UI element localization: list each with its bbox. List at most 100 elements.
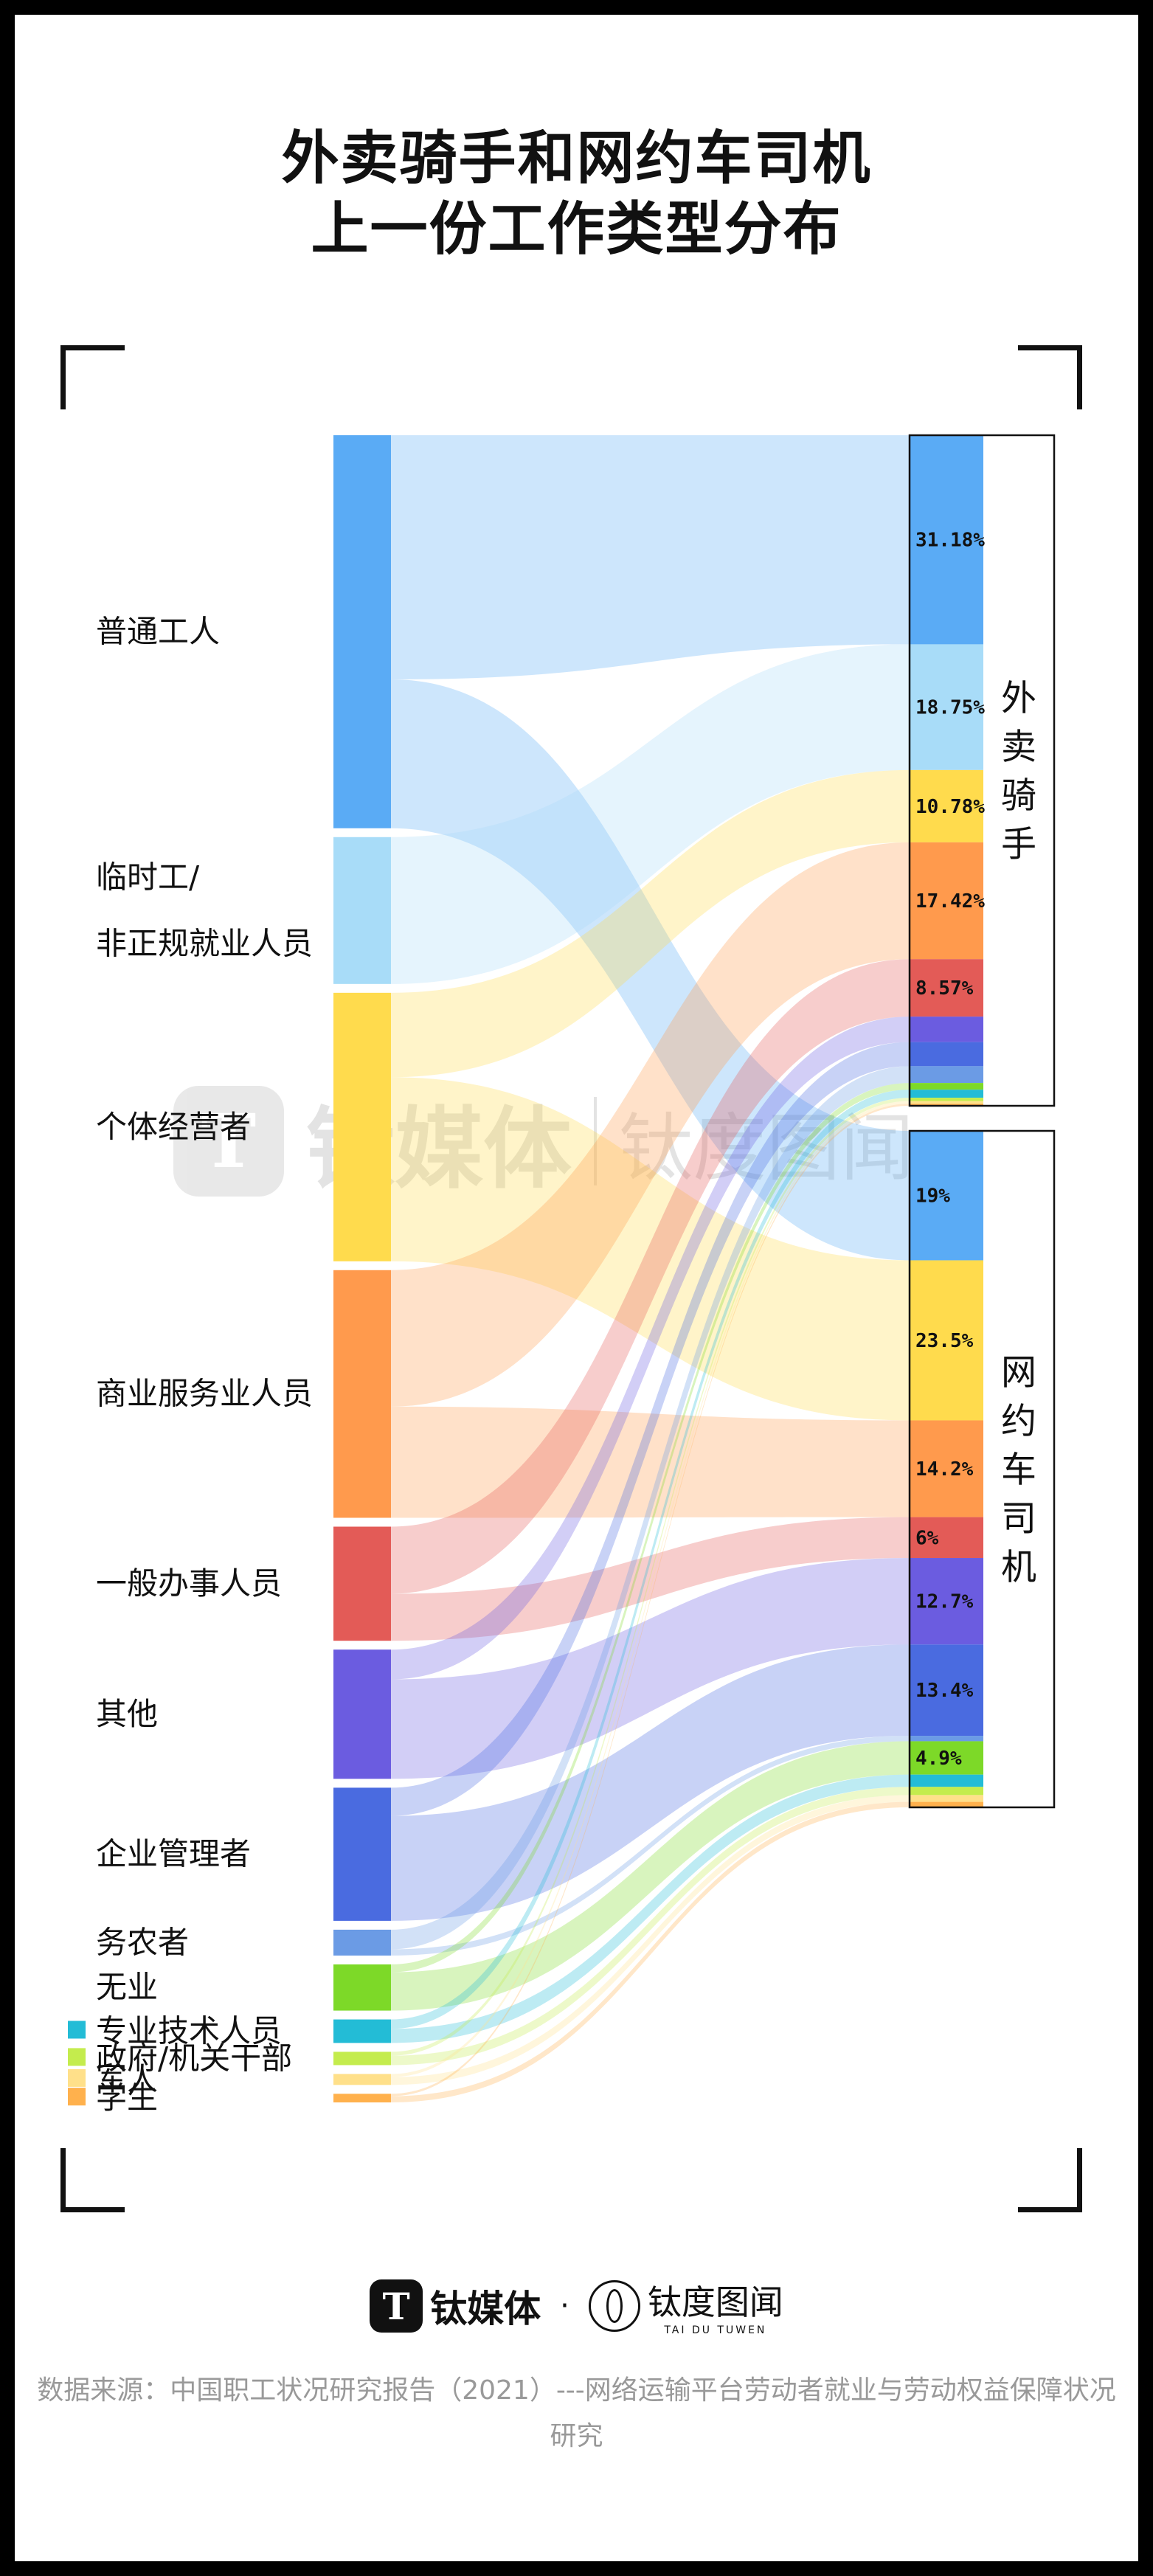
watermark-logo-icon: T bbox=[173, 1086, 284, 1197]
source-label-政府-机关干部: 政府/机关干部 bbox=[96, 2040, 292, 2076]
flow-军人-to-网约车司机 bbox=[391, 1795, 910, 2085]
source-bar-政府-机关干部 bbox=[333, 2052, 391, 2066]
source-bar-军人 bbox=[333, 2074, 391, 2085]
flow-个体经营者-to-外卖骑手 bbox=[391, 769, 910, 1078]
flow-其他-to-网约车司机 bbox=[391, 1558, 910, 1779]
target-segment-外卖骑手-个体经营者 bbox=[910, 769, 983, 842]
data-label-网约车司机-商业服务业人员: 14.2% bbox=[915, 1458, 974, 1481]
flow-个体经营者-to-网约车司机 bbox=[391, 1077, 910, 1421]
flows bbox=[391, 435, 910, 2102]
source-label-专业技术人员: 专业技术人员 bbox=[96, 2012, 282, 2049]
target-name-外卖骑手-char-2: 骑 bbox=[1001, 775, 1036, 817]
data-label-网约车司机-普通工人: 19% bbox=[915, 1185, 950, 1208]
data-source: 数据来源：中国职工状况研究报告（2021）---网络运输平台劳动者就业与劳动权益… bbox=[37, 2375, 1116, 2451]
flow-专业技术人员-to-网约车司机 bbox=[391, 1774, 910, 2043]
data-label-网约车司机-一般办事人员: 6% bbox=[915, 1527, 939, 1549]
legend-swatch-政府-机关干部 bbox=[68, 2048, 86, 2066]
data-label-外卖骑手-个体经营者: 10.78% bbox=[915, 796, 985, 818]
source-bar-学生 bbox=[333, 2094, 391, 2102]
target-segment-外卖骑手-无业 bbox=[910, 1083, 983, 1090]
source-bar-企业管理者 bbox=[333, 1787, 391, 1921]
flow-学生-to-网约车司机 bbox=[391, 1801, 910, 2102]
flow-军人-to-外卖骑手 bbox=[391, 1101, 910, 2077]
source-label-其他: 其他 bbox=[96, 1696, 158, 1732]
data-label-网约车司机-其他: 12.7% bbox=[915, 1591, 974, 1613]
flow-商业服务业人员-to-外卖骑手 bbox=[391, 842, 910, 1407]
footer-brand-logo-icon: T bbox=[370, 2279, 423, 2333]
flow-普通工人-to-外卖骑手 bbox=[391, 435, 910, 680]
flow-学生-to-外卖骑手 bbox=[391, 1104, 910, 2097]
eye-icon bbox=[588, 2280, 640, 2332]
data-label-外卖骑手-临时工-非正规就业人员: 18.75% bbox=[915, 697, 985, 719]
target-box-外卖骑手 bbox=[908, 434, 1056, 1107]
target-segment-网约车司机-务农者 bbox=[910, 1736, 983, 1742]
source-label-line1: 临时工/ bbox=[96, 859, 200, 895]
watermark-divider bbox=[594, 1097, 597, 1185]
source-label-务农者: 务农者 bbox=[96, 1924, 189, 1960]
target-name-网约车司机-char-4: 机 bbox=[1001, 1547, 1036, 1588]
chart-title-line1: 外卖骑手和网约车司机 bbox=[281, 125, 872, 192]
target-segment-外卖骑手-企业管理者 bbox=[910, 1042, 983, 1067]
source-label-无业: 无业 bbox=[96, 1969, 158, 2005]
target-name-网约车司机-char-2: 车 bbox=[1001, 1450, 1036, 1491]
source-bar-专业技术人员 bbox=[333, 2019, 391, 2043]
chart-title-line2: 上一份工作类型分布 bbox=[311, 196, 842, 263]
target-name-外卖骑手-char-3: 手 bbox=[1001, 824, 1036, 865]
target-segment-网约车司机-学生 bbox=[910, 1801, 983, 1807]
legend-swatch-学生 bbox=[68, 2088, 86, 2106]
target-segment-网约车司机-一般办事人员 bbox=[910, 1517, 983, 1559]
target-name-网约车司机-char-1: 约 bbox=[1001, 1401, 1036, 1442]
footer-sub-brand: 钛度图闻 TAI DU TUWEN bbox=[588, 2276, 783, 2336]
source-label-企业管理者: 企业管理者 bbox=[96, 1836, 251, 1872]
corner-top-left bbox=[60, 345, 125, 409]
target-segment-网约车司机-政府-机关干部 bbox=[910, 1787, 983, 1796]
source-label-军人: 军人 bbox=[96, 2061, 158, 2097]
flow-专业技术人员-to-外卖骑手 bbox=[391, 1090, 910, 2029]
data-label-网约车司机-企业管理者: 13.4% bbox=[915, 1680, 974, 1702]
target-segment-网约车司机-商业服务业人员 bbox=[910, 1420, 983, 1517]
source-bar-普通工人 bbox=[333, 435, 391, 828]
target-name-外卖骑手-char-0: 外 bbox=[1001, 678, 1036, 719]
data-label-网约车司机-个体经营者: 23.5% bbox=[915, 1330, 974, 1352]
corner-bottom-left bbox=[60, 2148, 125, 2212]
target-segment-外卖骑手-军人 bbox=[910, 1101, 983, 1104]
source-bar-临时工-非正规就业人员 bbox=[333, 837, 391, 984]
target-segment-外卖骑手-普通工人 bbox=[910, 435, 983, 645]
target-segment-网约车司机-其他 bbox=[910, 1558, 983, 1645]
flow-其他-to-外卖骑手 bbox=[391, 1017, 910, 1680]
target-name-网约车司机-char-3: 司 bbox=[1001, 1498, 1036, 1540]
target-segment-外卖骑手-其他 bbox=[910, 1017, 983, 1042]
footer-sub-cn: 钛度图闻 bbox=[647, 2282, 783, 2322]
data-label-外卖骑手-商业服务业人员: 17.42% bbox=[915, 890, 985, 913]
source-label-line2: 非正规就业人员 bbox=[96, 925, 313, 961]
target-segment-网约车司机-专业技术人员 bbox=[910, 1774, 983, 1787]
data-label-外卖骑手-一般办事人员: 8.57% bbox=[915, 977, 974, 1000]
target-segment-网约车司机-个体经营者 bbox=[910, 1260, 983, 1421]
footer-sub-en: TAI DU TUWEN bbox=[664, 2324, 767, 2336]
source-bar-一般办事人员 bbox=[333, 1526, 391, 1641]
source-bar-务农者 bbox=[333, 1929, 391, 1956]
source-label-个体经营者: 个体经营者 bbox=[96, 1109, 251, 1145]
target-segment-网约车司机-普通工人 bbox=[910, 1131, 983, 1261]
flow-临时工-非正规就业人员-to-外卖骑手 bbox=[391, 644, 910, 984]
footer-separator: · bbox=[560, 2289, 569, 2323]
target-name-网约车司机-char-0: 网 bbox=[1001, 1352, 1036, 1393]
flow-政府-机关干部-to-外卖骑手 bbox=[391, 1098, 910, 2056]
target-segment-外卖骑手-政府-机关干部 bbox=[910, 1098, 983, 1101]
data-label-网约车司机-无业: 4.9% bbox=[915, 1748, 962, 1770]
source-label-普通工人: 普通工人 bbox=[96, 613, 220, 649]
target-segment-网约车司机-无业 bbox=[910, 1741, 983, 1775]
flow-普通工人-to-网约车司机 bbox=[391, 679, 910, 1261]
flow-企业管理者-to-外卖骑手 bbox=[391, 1042, 910, 1816]
flow-务农者-to-外卖骑手 bbox=[391, 1066, 910, 1950]
target-segment-外卖骑手-务农者 bbox=[910, 1066, 983, 1084]
flow-政府-机关干部-to-网约车司机 bbox=[391, 1787, 910, 2066]
source-label-商业服务业人员: 商业服务业人员 bbox=[96, 1376, 313, 1412]
source-label-学生: 学生 bbox=[96, 2080, 158, 2116]
flow-无业-to-网约车司机 bbox=[391, 1741, 910, 2011]
legend-swatch-专业技术人员 bbox=[68, 2021, 86, 2039]
data-label-外卖骑手-普通工人: 31.18% bbox=[915, 530, 985, 552]
flow-无业-to-外卖骑手 bbox=[391, 1083, 910, 1973]
target-segment-外卖骑手-商业服务业人员 bbox=[910, 842, 983, 960]
